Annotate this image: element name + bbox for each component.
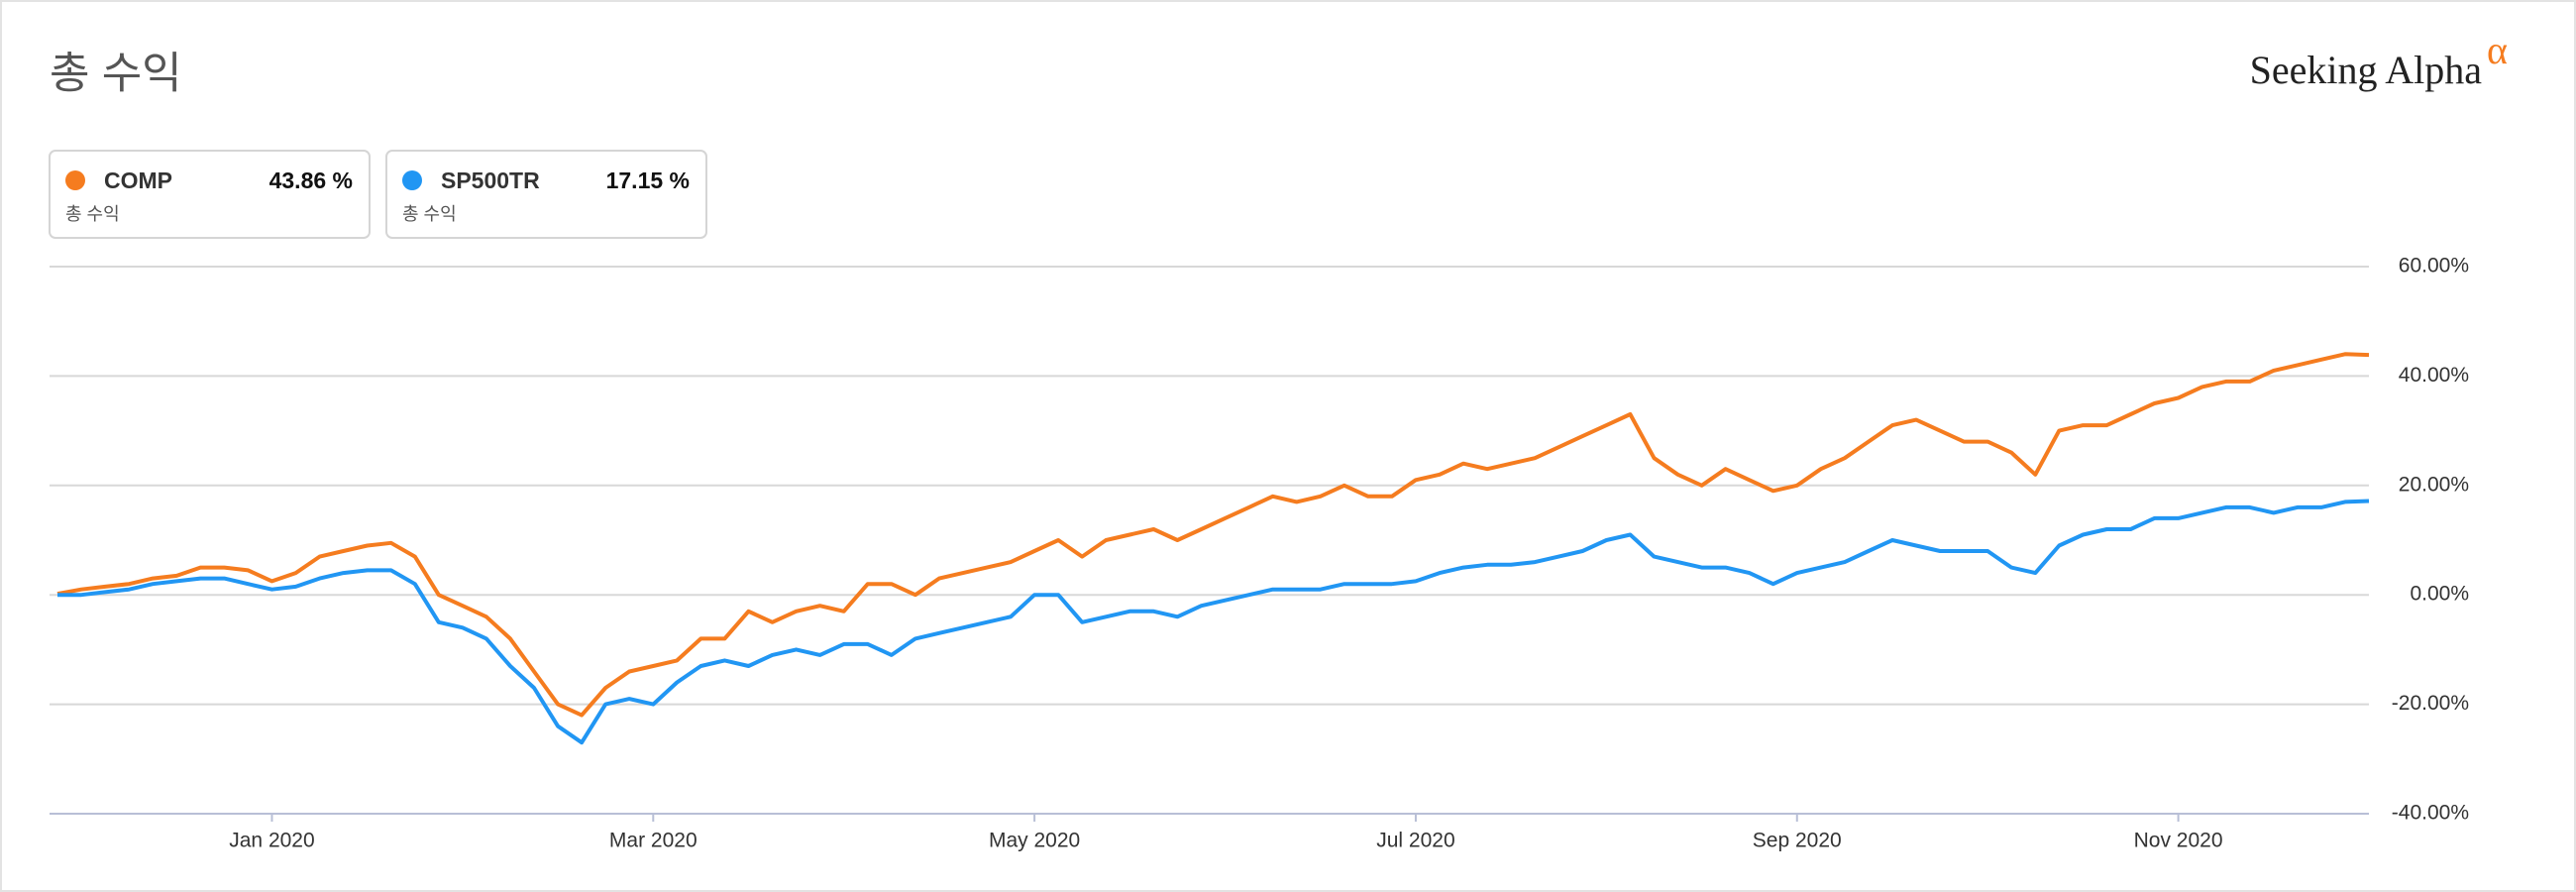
legend-dot [402,170,422,190]
series-line [57,499,2370,745]
x-tick-label: Jul 2020 [1376,830,1454,852]
legend-card [385,150,707,239]
legend-value: 43.86 % [269,167,353,193]
legend-caption: 총 수익 [402,204,457,224]
brand: Seeking Alpha [2250,48,2483,92]
y-tick-label: 40.00% [2399,364,2469,387]
x-tick-label: Mar 2020 [609,830,698,852]
x-tick-label: May 2020 [989,830,1080,852]
y-tick-label: 60.00% [2399,255,2469,278]
y-tick-label: -40.00% [2392,802,2469,825]
legend-caption: 총 수익 [65,204,120,224]
legend-dot [65,170,85,190]
y-tick-label: -20.00% [2392,692,2469,715]
legend-card [49,150,371,239]
brand-mark: α [2487,28,2508,72]
x-tick-label: Jan 2020 [229,830,314,852]
chart-title: 총 수익 [50,50,182,98]
series-line [56,352,2370,718]
y-tick-label: 0.00% [2410,583,2469,606]
legend-value: 17.15 % [606,167,690,193]
y-tick-label: 20.00% [2399,473,2469,496]
x-tick-label: Nov 2020 [2134,830,2223,852]
x-tick-label: Sep 2020 [1753,830,1842,852]
legend-name: SP500TR [441,167,540,193]
legend-name: COMP [104,167,172,193]
